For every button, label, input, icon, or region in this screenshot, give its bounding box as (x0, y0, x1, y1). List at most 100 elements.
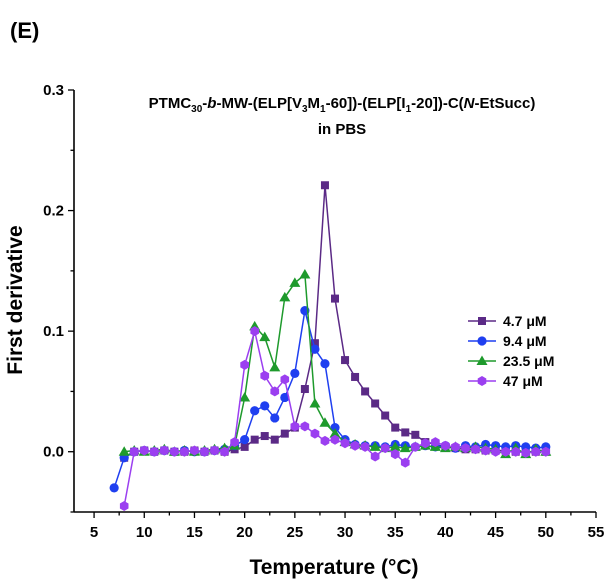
data-point (401, 428, 410, 437)
data-point (320, 359, 330, 369)
data-point (381, 411, 390, 420)
data-point (109, 483, 119, 493)
data-point (521, 447, 531, 458)
data-point (250, 326, 259, 337)
data-point (350, 440, 360, 451)
data-point (411, 441, 420, 452)
legend-label: 23.5 μM (503, 353, 554, 369)
data-point (160, 445, 169, 456)
data-point (118, 446, 130, 456)
x-axis-label: Temperature (°C) (249, 556, 418, 579)
data-point (351, 372, 360, 381)
data-point (451, 441, 460, 452)
legend-label: 47 μM (503, 373, 543, 389)
data-point (521, 442, 531, 452)
data-point (270, 386, 280, 397)
data-point (280, 392, 290, 403)
data-point (250, 435, 259, 444)
data-point (240, 359, 249, 370)
data-point (260, 401, 270, 411)
data-point (270, 435, 279, 444)
data-point (471, 444, 480, 455)
data-point (279, 291, 291, 302)
data-point (341, 356, 350, 365)
data-point (391, 423, 400, 432)
x-tick-label: 25 (287, 524, 304, 541)
x-tick-label: 55 (588, 524, 605, 541)
data-point (340, 438, 350, 449)
legend-marker (477, 336, 487, 346)
y-tick-label: 0.3 (43, 82, 64, 99)
data-point (369, 441, 381, 451)
data-point (310, 344, 320, 354)
data-point (290, 421, 300, 432)
y-tick-label: 0.0 (43, 444, 64, 461)
plot-area (109, 181, 552, 511)
data-point (541, 446, 551, 457)
data-point (270, 413, 280, 423)
data-point (280, 374, 290, 385)
data-point (170, 446, 179, 457)
y-axis-label: First derivative (4, 225, 27, 374)
data-point (239, 391, 251, 402)
x-tick-label: 5 (90, 524, 98, 541)
legend-label: 9.4 μM (503, 333, 547, 349)
data-point (481, 445, 490, 456)
x-tick-label: 20 (236, 524, 253, 541)
x-tick-label: 40 (437, 524, 454, 541)
data-point (461, 443, 470, 454)
data-point (421, 438, 430, 449)
x-tick-label: 15 (186, 524, 203, 541)
data-point (139, 445, 149, 456)
data-point (511, 446, 520, 457)
data-point (441, 440, 450, 451)
data-point (289, 277, 301, 287)
data-point (389, 441, 401, 451)
x-tick-label: 10 (136, 524, 153, 541)
y-tick-label: 0.2 (43, 203, 64, 220)
data-point (259, 331, 271, 342)
legend-item: 23.5 μM (468, 353, 554, 369)
data-point (531, 446, 541, 457)
data-point (310, 428, 320, 439)
chart-title: PTMC30-b-MW-(ELP[V3M1-60])-(ELP[I1-20])-… (149, 95, 536, 138)
data-point (150, 446, 159, 457)
data-point (329, 428, 341, 438)
data-point (250, 406, 260, 416)
data-point (501, 446, 510, 457)
data-point (361, 387, 370, 396)
data-point (260, 432, 269, 441)
data-point (399, 442, 411, 453)
data-point (119, 501, 129, 511)
legend-item: 9.4 μM (468, 333, 547, 349)
data-point (180, 446, 189, 457)
data-point (129, 446, 139, 457)
data-point (240, 435, 250, 445)
data-point (309, 397, 321, 408)
series-2 (109, 306, 551, 493)
legend-marker (477, 376, 487, 386)
data-point (360, 441, 370, 452)
x-tick-label: 50 (537, 524, 554, 541)
data-point (370, 451, 380, 462)
data-point (190, 445, 199, 456)
legend-item: 4.7 μM (468, 313, 547, 329)
data-point (310, 339, 319, 348)
axes: 5 10 15 20 25 30 35 40 45 50 55 0.0 0.1 0.2 0.3 (43, 82, 604, 541)
x-tick-label: 35 (387, 524, 404, 541)
series-4 (119, 326, 551, 511)
data-point (260, 370, 270, 381)
data-point (411, 430, 420, 439)
data-point (390, 449, 400, 460)
data-point (331, 294, 339, 303)
data-point (210, 445, 219, 456)
legend-marker (478, 317, 486, 325)
data-point (491, 446, 500, 457)
legend-item: 47 μM (468, 373, 543, 389)
data-point (280, 429, 289, 438)
x-tick-label: 45 (487, 524, 504, 541)
data-point (330, 434, 340, 445)
data-point (320, 435, 330, 446)
data-point (240, 442, 249, 451)
